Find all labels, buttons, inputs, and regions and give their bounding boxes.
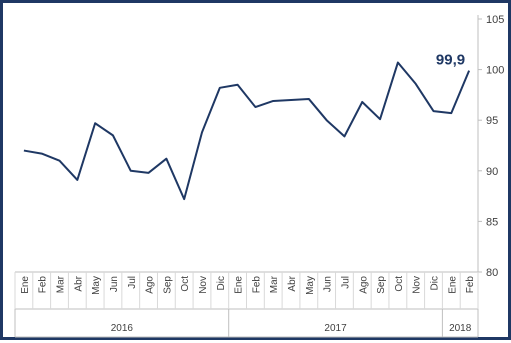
series-layer [24, 63, 469, 200]
x-year-labels: 2016 2017 2018 [15, 309, 478, 337]
x-category-label: Sep [376, 276, 387, 294]
x-category-label: Mar [269, 275, 280, 293]
y-tick-label: 90 [486, 166, 498, 178]
x-category-label: Abr [73, 275, 84, 291]
y-tick-label: 105 [486, 14, 504, 26]
line-chart: 80 85 90 95 100 105 Ene Feb Mar Abr May Jun Jul Ago S… [3, 3, 511, 343]
x-category-label: Nov [198, 276, 209, 294]
y-tick-label: 80 [486, 267, 498, 279]
y-tick-label: 95 [486, 115, 498, 127]
x-category-label: Jun [323, 276, 334, 292]
last-value-label: 99,9 [436, 52, 465, 69]
x-category-label: Abr [287, 275, 298, 291]
y-tick-labels: 80 85 90 95 100 105 [478, 14, 504, 279]
x-category-label: Jun [109, 276, 120, 292]
x-category-label: Ene [234, 276, 245, 294]
x-category-label: Feb [465, 276, 476, 294]
x-category-label: Dic [429, 276, 440, 290]
series-line [24, 63, 469, 200]
x-category-label: Mar [56, 275, 67, 293]
x-category-label: Oct [394, 276, 405, 292]
x-category-label: Ago [358, 276, 369, 294]
y-tick-label: 100 [486, 65, 504, 77]
x-year-label: 2017 [324, 323, 347, 334]
x-category-label: Feb [38, 276, 49, 294]
x-category-labels: Ene Feb Mar Abr May Jun Jul Ago Sep Oct Nov Dic Ene F… [15, 272, 478, 309]
x-category-label: Ene [20, 276, 31, 294]
x-category-label: Nov [412, 276, 423, 294]
y-tick-label: 85 [486, 216, 498, 228]
x-category-label: Dic [216, 276, 227, 290]
x-category-label: Ago [145, 276, 156, 294]
x-category-label: Jul [127, 276, 138, 289]
x-category-label: Feb [251, 276, 262, 294]
x-year-label: 2018 [449, 323, 472, 334]
x-category-label: Ene [447, 276, 458, 294]
x-category-label: Sep [162, 276, 173, 294]
annotation-layer: 99,9 [436, 52, 465, 69]
x-category-label: Oct [180, 276, 191, 292]
x-year-label: 2016 [111, 323, 134, 334]
x-category-label: Jul [340, 276, 351, 289]
x-category-label: May [305, 276, 316, 295]
x-category-label: May [91, 276, 102, 295]
